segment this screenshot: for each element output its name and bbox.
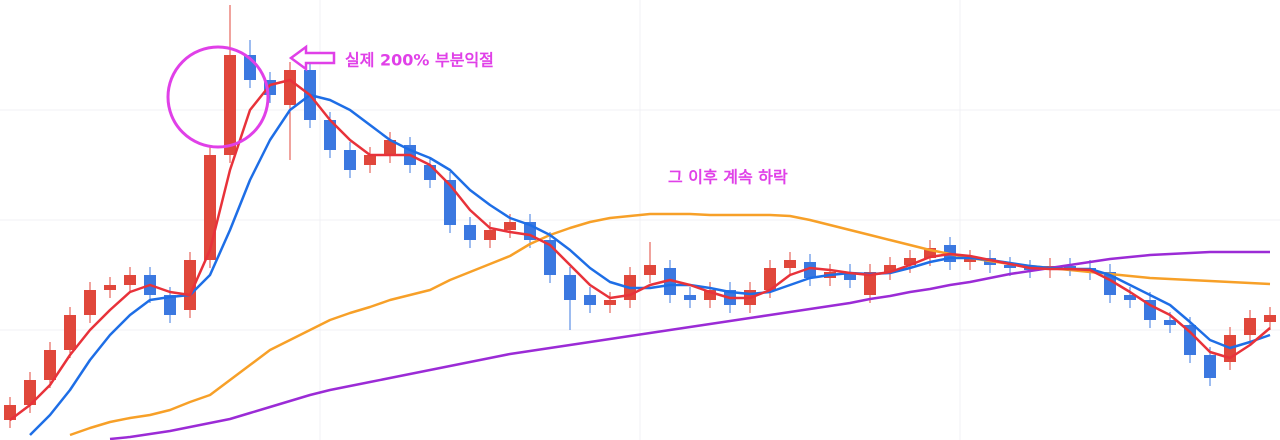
candle-body	[384, 140, 396, 155]
candle-body	[1244, 318, 1256, 335]
candle-body	[184, 260, 196, 310]
candle-body	[1144, 300, 1156, 320]
candle-body	[1004, 265, 1016, 268]
candle-body	[84, 290, 96, 315]
candle-body	[924, 248, 936, 258]
candle-body	[664, 268, 676, 295]
candle-body	[204, 155, 216, 260]
candle-body	[284, 70, 296, 105]
candle-body	[344, 150, 356, 170]
candle-body	[364, 155, 376, 165]
candle-body	[764, 268, 776, 290]
candle-body	[1184, 325, 1196, 355]
annotation: 그 이후 계속 하락	[668, 168, 788, 187]
candle-body	[604, 300, 616, 305]
candle-body	[504, 222, 516, 230]
candle-body	[1124, 295, 1136, 300]
candle-body	[104, 285, 116, 290]
candle-body	[324, 120, 336, 150]
candle-body	[424, 165, 436, 180]
arrow	[288, 44, 336, 72]
candle-body	[704, 290, 716, 300]
candle-body	[644, 265, 656, 275]
candle-body	[484, 230, 496, 240]
candle-body	[844, 272, 856, 280]
candle-body	[1064, 266, 1076, 268]
candle-body	[24, 380, 36, 405]
candle-body	[584, 295, 596, 305]
candle-body	[1264, 315, 1276, 322]
candle-body	[224, 55, 236, 155]
candle-body	[124, 275, 136, 285]
moving-average-line	[69, 212, 1271, 437]
candle-body	[684, 295, 696, 300]
candle-body	[444, 180, 456, 225]
candle-body	[44, 350, 56, 380]
candle-body	[884, 265, 896, 272]
plot	[4, 5, 1276, 440]
candle-body	[904, 258, 916, 265]
candle-body	[464, 225, 476, 240]
candle-body	[1204, 355, 1216, 378]
candle-body	[164, 295, 176, 315]
moving-average-line	[109, 250, 1270, 440]
candle-body	[804, 262, 816, 278]
candle-body	[784, 260, 796, 268]
annotation: 실제 200% 부분익절	[345, 51, 494, 70]
candle-body	[1164, 320, 1176, 325]
moving-average-line	[9, 78, 1271, 421]
candle-body	[964, 258, 976, 262]
candle-body	[564, 275, 576, 300]
candle-body	[864, 272, 876, 295]
candle-body	[64, 315, 76, 350]
highlight-circle	[166, 45, 270, 149]
